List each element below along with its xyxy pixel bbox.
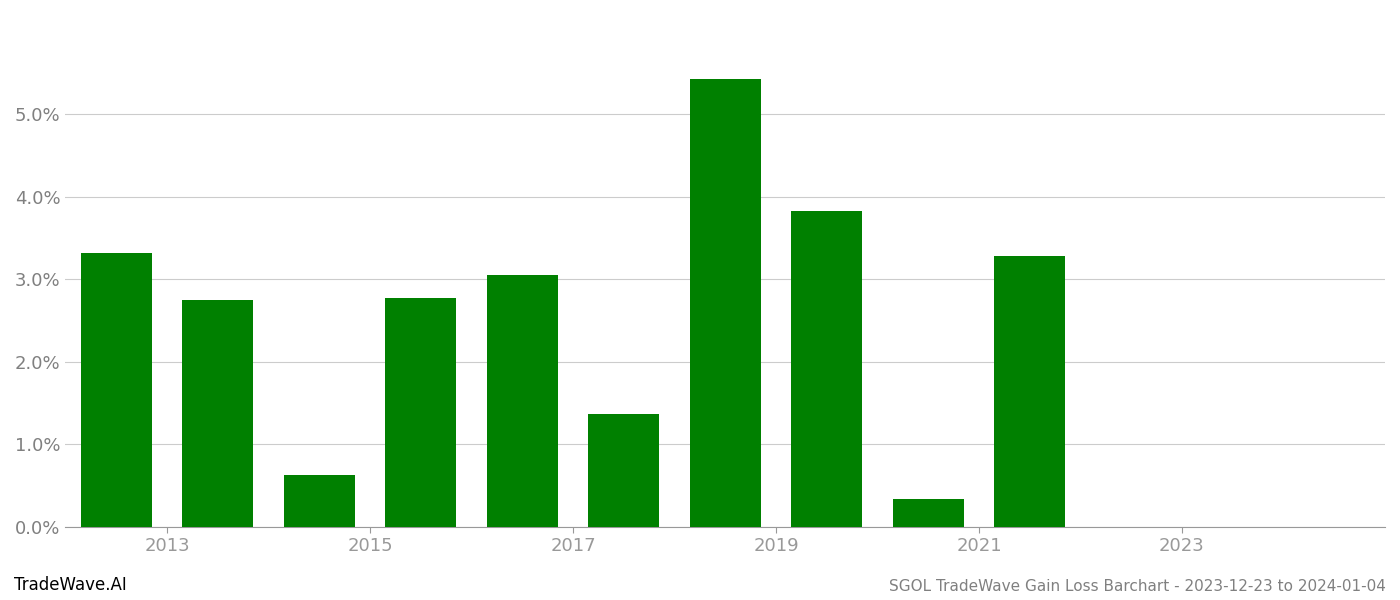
Bar [690, 79, 760, 527]
Bar [81, 253, 151, 527]
Bar [385, 298, 456, 527]
Bar [791, 211, 862, 527]
Text: SGOL TradeWave Gain Loss Barchart - 2023-12-23 to 2024-01-04: SGOL TradeWave Gain Loss Barchart - 2023… [889, 579, 1386, 594]
Text: TradeWave.AI: TradeWave.AI [14, 576, 127, 594]
Bar [182, 299, 253, 527]
Bar [893, 499, 963, 527]
Bar [994, 256, 1065, 527]
Bar [284, 475, 354, 527]
Bar [487, 275, 557, 527]
Bar [588, 413, 659, 527]
